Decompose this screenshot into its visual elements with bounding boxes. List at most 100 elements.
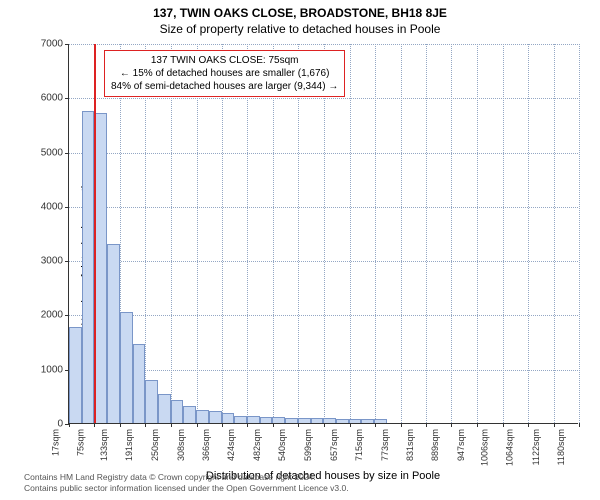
histogram-bar bbox=[349, 419, 362, 423]
gridline-vertical bbox=[528, 44, 529, 423]
histogram-bar bbox=[298, 418, 311, 423]
xtick-mark bbox=[350, 423, 351, 427]
gridline-vertical bbox=[273, 44, 274, 423]
xtick-label: 482sqm bbox=[252, 429, 262, 461]
xtick-mark bbox=[554, 423, 555, 427]
xtick-label: 308sqm bbox=[176, 429, 186, 461]
xtick-mark bbox=[197, 423, 198, 427]
gridline-vertical bbox=[145, 44, 146, 423]
xtick-label: 599sqm bbox=[303, 429, 313, 461]
histogram-bar bbox=[107, 244, 120, 423]
ytick-mark bbox=[65, 261, 69, 262]
xtick-label: 1122sqm bbox=[530, 429, 540, 465]
gridline-vertical bbox=[426, 44, 427, 423]
xtick-mark bbox=[426, 423, 427, 427]
chart-title-sub: Size of property relative to detached ho… bbox=[0, 20, 600, 36]
xtick-label: 540sqm bbox=[277, 429, 287, 461]
ytick-label: 5000 bbox=[41, 147, 63, 158]
xtick-mark bbox=[528, 423, 529, 427]
xtick-mark bbox=[477, 423, 478, 427]
gridline-vertical bbox=[401, 44, 402, 423]
ytick-label: 2000 bbox=[41, 310, 63, 321]
gridline-vertical bbox=[503, 44, 504, 423]
histogram-bar bbox=[145, 380, 158, 423]
ytick-label: 0 bbox=[57, 419, 63, 430]
xtick-mark bbox=[298, 423, 299, 427]
gridline-vertical bbox=[477, 44, 478, 423]
xtick-mark bbox=[69, 423, 70, 427]
xtick-label: 366sqm bbox=[201, 429, 211, 461]
histogram-bar bbox=[336, 419, 349, 423]
histogram-bar bbox=[69, 327, 82, 423]
xtick-label: 1180sqm bbox=[556, 429, 566, 465]
xtick-label: 250sqm bbox=[150, 429, 160, 461]
gridline-vertical bbox=[197, 44, 198, 423]
ytick-label: 1000 bbox=[41, 364, 63, 375]
histogram-bar bbox=[247, 416, 260, 423]
ytick-label: 3000 bbox=[41, 256, 63, 267]
histogram-bar bbox=[158, 394, 171, 423]
xtick-label: 17sqm bbox=[50, 429, 60, 456]
xtick-mark bbox=[247, 423, 248, 427]
ytick-mark bbox=[65, 44, 69, 45]
plot-area: 0100020003000400050006000700017sqm75sqm1… bbox=[68, 44, 578, 424]
xtick-mark bbox=[451, 423, 452, 427]
ytick-mark bbox=[65, 315, 69, 316]
xtick-label: 191sqm bbox=[124, 429, 134, 461]
histogram-bar bbox=[222, 413, 235, 423]
histogram-bar bbox=[260, 417, 273, 423]
xtick-label: 715sqm bbox=[354, 429, 364, 461]
ytick-mark bbox=[65, 98, 69, 99]
info-box: 137 TWIN OAKS CLOSE: 75sqm← 15% of detac… bbox=[104, 50, 345, 97]
xtick-mark bbox=[145, 423, 146, 427]
histogram-bar bbox=[183, 406, 196, 423]
histogram-bar bbox=[82, 111, 95, 423]
xtick-label: 773sqm bbox=[380, 429, 390, 461]
xtick-label: 1064sqm bbox=[505, 429, 515, 466]
xtick-mark bbox=[503, 423, 504, 427]
histogram-bar bbox=[234, 416, 247, 423]
xtick-mark bbox=[401, 423, 402, 427]
ytick-label: 6000 bbox=[41, 93, 63, 104]
histogram-bar bbox=[323, 418, 336, 423]
xtick-label: 133sqm bbox=[99, 429, 109, 461]
gridline-vertical bbox=[324, 44, 325, 423]
gridline-vertical bbox=[579, 44, 580, 423]
chart-container: 137, TWIN OAKS CLOSE, BROADSTONE, BH18 8… bbox=[0, 0, 600, 500]
xtick-label: 1006sqm bbox=[479, 429, 489, 466]
xtick-label: 947sqm bbox=[456, 429, 466, 461]
histogram-bar bbox=[171, 400, 184, 423]
ytick-mark bbox=[65, 153, 69, 154]
gridline-vertical bbox=[222, 44, 223, 423]
gridline-vertical bbox=[350, 44, 351, 423]
histogram-bar bbox=[133, 344, 146, 423]
xtick-label: 424sqm bbox=[226, 429, 236, 461]
xtick-mark bbox=[94, 423, 95, 427]
gridline-vertical bbox=[298, 44, 299, 423]
footer-line-2: Contains public sector information licen… bbox=[24, 483, 349, 494]
footer-attribution: Contains HM Land Registry data © Crown c… bbox=[24, 472, 349, 494]
ytick-mark bbox=[65, 207, 69, 208]
gridline-vertical bbox=[375, 44, 376, 423]
gridline-vertical bbox=[451, 44, 452, 423]
footer-line-1: Contains HM Land Registry data © Crown c… bbox=[24, 472, 349, 483]
ytick-label: 7000 bbox=[41, 39, 63, 50]
gridline-vertical bbox=[554, 44, 555, 423]
histogram-bar bbox=[361, 419, 374, 423]
xtick-mark bbox=[222, 423, 223, 427]
histogram-bar bbox=[120, 312, 133, 423]
xtick-mark bbox=[120, 423, 121, 427]
histogram-bar bbox=[209, 411, 222, 423]
xtick-mark bbox=[375, 423, 376, 427]
xtick-mark bbox=[579, 423, 580, 427]
plot-inner: 0100020003000400050006000700017sqm75sqm1… bbox=[68, 44, 578, 424]
histogram-bar bbox=[374, 419, 387, 423]
chart-title-main: 137, TWIN OAKS CLOSE, BROADSTONE, BH18 8… bbox=[0, 0, 600, 20]
xtick-label: 831sqm bbox=[405, 429, 415, 461]
marker-line bbox=[94, 44, 96, 423]
xtick-mark bbox=[273, 423, 274, 427]
info-box-line: ← 15% of detached houses are smaller (1,… bbox=[111, 67, 338, 80]
gridline-vertical bbox=[171, 44, 172, 423]
xtick-mark bbox=[324, 423, 325, 427]
xtick-label: 75sqm bbox=[76, 429, 86, 456]
